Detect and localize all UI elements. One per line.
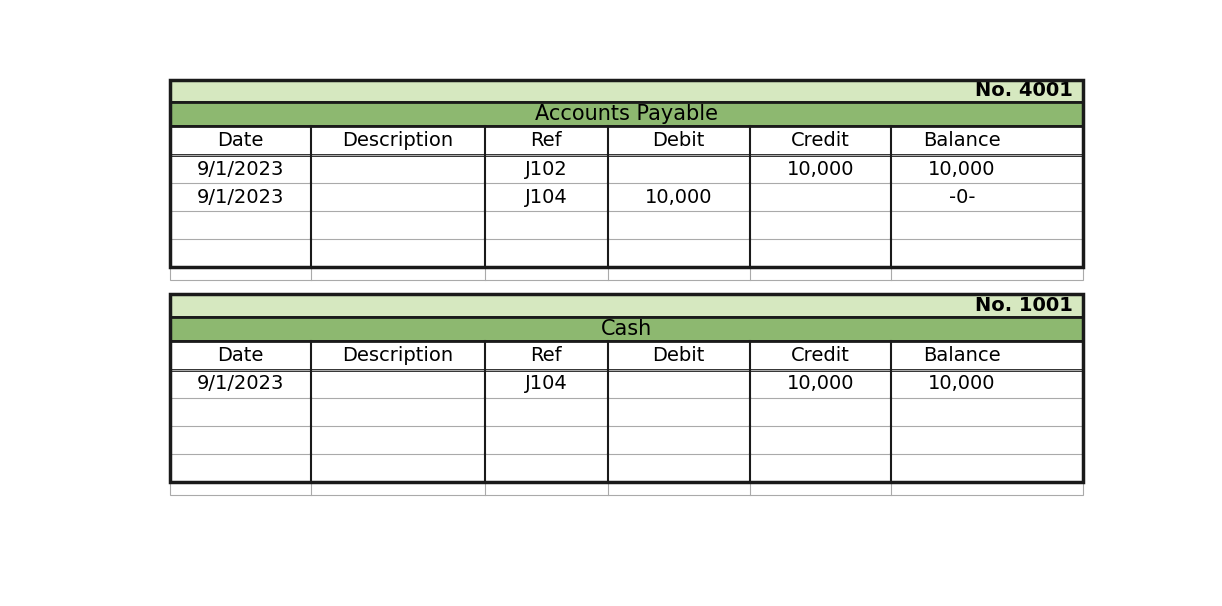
Bar xyxy=(170,80,1083,102)
Text: No. 1001: No. 1001 xyxy=(975,296,1073,315)
Text: J104: J104 xyxy=(525,188,568,207)
Bar xyxy=(170,341,1083,370)
Text: 10,000: 10,000 xyxy=(787,375,854,393)
Text: 9/1/2023: 9/1/2023 xyxy=(197,188,285,207)
Text: 10,000: 10,000 xyxy=(645,188,712,207)
Bar xyxy=(170,183,1083,211)
Text: Description: Description xyxy=(342,346,453,365)
Text: J102: J102 xyxy=(525,160,568,179)
Bar xyxy=(170,482,1083,495)
Bar xyxy=(170,295,1083,482)
Bar xyxy=(170,426,1083,454)
Text: Credit: Credit xyxy=(791,132,849,150)
Text: J104: J104 xyxy=(525,375,568,393)
Bar xyxy=(170,398,1083,426)
Text: 10,000: 10,000 xyxy=(927,375,996,393)
Text: 10,000: 10,000 xyxy=(787,160,854,179)
Text: 10,000: 10,000 xyxy=(927,160,996,179)
Text: 9/1/2023: 9/1/2023 xyxy=(197,375,285,393)
Text: Ref: Ref xyxy=(530,346,562,365)
Text: Balance: Balance xyxy=(923,346,1001,365)
Bar xyxy=(170,102,1083,127)
Text: Date: Date xyxy=(218,346,264,365)
Text: 9/1/2023: 9/1/2023 xyxy=(197,160,285,179)
Text: -0-: -0- xyxy=(948,188,975,207)
Bar xyxy=(170,80,1083,267)
Bar xyxy=(170,239,1083,267)
Bar xyxy=(170,317,1083,341)
Bar xyxy=(170,155,1083,183)
Bar xyxy=(170,454,1083,482)
Bar xyxy=(170,211,1083,239)
Text: Description: Description xyxy=(342,132,453,150)
Text: Credit: Credit xyxy=(791,346,849,365)
Text: No. 4001: No. 4001 xyxy=(975,81,1073,101)
Bar xyxy=(170,295,1083,317)
Text: Debit: Debit xyxy=(653,346,705,365)
Bar xyxy=(170,370,1083,398)
Text: Debit: Debit xyxy=(653,132,705,150)
Text: Ref: Ref xyxy=(530,132,562,150)
Text: Balance: Balance xyxy=(923,132,1001,150)
Text: Date: Date xyxy=(218,132,264,150)
Bar xyxy=(170,127,1083,155)
Text: Accounts Payable: Accounts Payable xyxy=(535,104,717,124)
Text: Cash: Cash xyxy=(601,319,651,339)
Bar xyxy=(170,267,1083,281)
